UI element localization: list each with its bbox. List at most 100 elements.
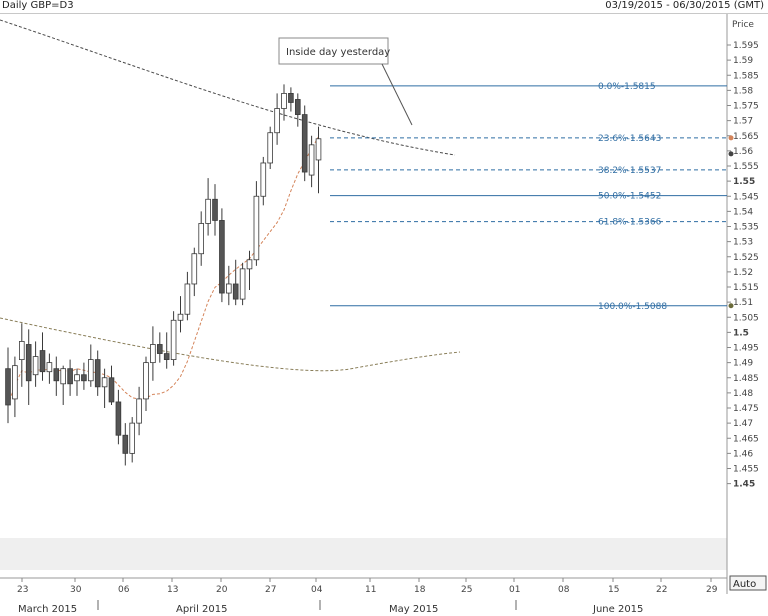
x-tick-label: 29 (706, 585, 718, 595)
candle-body (12, 365, 18, 400)
candle-body (315, 138, 322, 161)
y-tick-label: 1.525 (733, 253, 759, 263)
candle-2015-05-12 (267, 126, 273, 170)
date-range: 03/19/2015 - 06/30/2015 (GMT) (605, 0, 764, 11)
candle-2015-04-09 (108, 365, 115, 405)
candle-body (136, 398, 142, 424)
candle-2015-04-28 (198, 211, 205, 266)
x-tick-label: 04 (311, 585, 323, 595)
candle-body (25, 344, 32, 382)
candle-2015-04-30 (212, 184, 218, 236)
y-tick-label: 1.5 (733, 328, 749, 338)
candle-body (67, 368, 73, 385)
candle-2015-05-07 (246, 250, 253, 291)
candle-2015-05-20 (308, 135, 315, 188)
candle-body (108, 377, 115, 403)
y-tick-label: 1.475 (733, 404, 759, 414)
candle-2015-05-04 (225, 265, 232, 306)
y-axis-title: Price (732, 20, 754, 30)
ma-long-line (0, 19, 456, 156)
y-tick-label: 1.485 (733, 374, 759, 384)
candle-2015-03-26 (39, 332, 46, 381)
annotation-callout[interactable]: Inside day yesterday (278, 37, 413, 126)
y-tick-label: 1.565 (733, 132, 759, 142)
auto-button-label: Auto (733, 579, 756, 590)
y-tick-label: 1.48 (733, 389, 753, 399)
fib-label-50-0: 50.0%-1.5452 (598, 192, 661, 202)
chart-header: Daily GBP=D3 03/19/2015 - 06/30/2015 (GM… (0, 0, 768, 14)
fib-label-61-8: 61.8%-1.5366 (598, 218, 662, 228)
candle-2015-05-19 (301, 105, 308, 182)
x-tick-label: 18 (414, 585, 426, 595)
x-tick-label: 20 (216, 585, 228, 595)
candle-body (39, 350, 46, 373)
x-tick-label: 06 (118, 585, 130, 595)
x-tick-label: 13 (167, 585, 178, 595)
candle-body (88, 359, 94, 382)
chart-title: Daily GBP=D3 (2, 0, 74, 11)
candle-body (253, 195, 260, 261)
candle-2015-04-23 (177, 296, 184, 333)
candle-body (5, 368, 11, 406)
y-tick-label: 1.54 (733, 207, 753, 217)
y-tick-label: 1.555 (733, 162, 759, 172)
candle-2015-03-27 (46, 353, 53, 384)
candle-2015-04-24 (184, 271, 191, 321)
y-tick-label: 1.455 (733, 465, 759, 475)
candle-2015-04-01 (67, 359, 73, 396)
annotation-box (278, 37, 389, 65)
candle-2015-03-23 (18, 323, 25, 387)
candle-body (205, 198, 211, 224)
y-tick-label: 1.465 (733, 434, 759, 444)
y-tick-label: 1.49 (733, 359, 753, 369)
candle-body (129, 422, 136, 454)
candle-body (301, 114, 308, 173)
x-tick-label: 22 (656, 585, 667, 595)
candle-2015-04-15 (136, 386, 142, 436)
candle-body (163, 353, 170, 360)
month-label: March 2015 (18, 604, 77, 615)
candle-body (32, 356, 39, 376)
x-tick-label: 27 (265, 585, 276, 595)
y-tick-label: 1.51 (733, 298, 753, 308)
x-tick-label: 11 (365, 585, 376, 595)
candle-body (177, 313, 184, 321)
candle-body (122, 434, 129, 454)
y-tick-label: 1.535 (733, 223, 759, 233)
y-tick-label: 1.575 (733, 102, 759, 112)
y-tick-label: 1.585 (733, 71, 759, 81)
annotation-label: Inside day yesterday (286, 47, 390, 58)
candle-2015-04-27 (191, 247, 198, 297)
y-tick-label: 1.545 (733, 192, 759, 202)
candle-body (81, 374, 87, 382)
candle-2015-04-03 (81, 362, 87, 390)
x-tick-label: 25 (461, 585, 472, 595)
candle-body (184, 283, 191, 315)
candle-2015-03-25 (32, 341, 39, 387)
y-tick-label: 1.47 (733, 419, 753, 429)
candle-2015-03-19 (5, 347, 11, 424)
candle-body (239, 268, 246, 300)
y-tick-label: 1.56 (733, 147, 753, 157)
candle-body (170, 319, 177, 360)
y-tick-label: 1.515 (733, 283, 759, 293)
candle-2015-04-22 (170, 311, 177, 366)
candle-body (53, 368, 60, 382)
candle-body (156, 344, 163, 354)
candle-2015-05-08 (253, 181, 260, 266)
y-tick-label: 1.57 (733, 117, 753, 127)
candle-2015-04-10 (115, 389, 122, 445)
x-tick-label: 08 (558, 585, 570, 595)
y-tick-label: 1.595 (733, 41, 759, 51)
candle-2015-05-14 (281, 84, 287, 121)
candle-2015-05-15 (288, 87, 294, 112)
ma-long-marker (728, 151, 734, 157)
candle-body (212, 198, 218, 221)
x-tick-label: 23 (17, 585, 28, 595)
candle-body (94, 359, 101, 388)
auto-button[interactable] (729, 575, 767, 591)
candle-2015-05-01 (219, 208, 225, 303)
fib-label-38-2: 38.2%-1.5537 (598, 166, 661, 176)
